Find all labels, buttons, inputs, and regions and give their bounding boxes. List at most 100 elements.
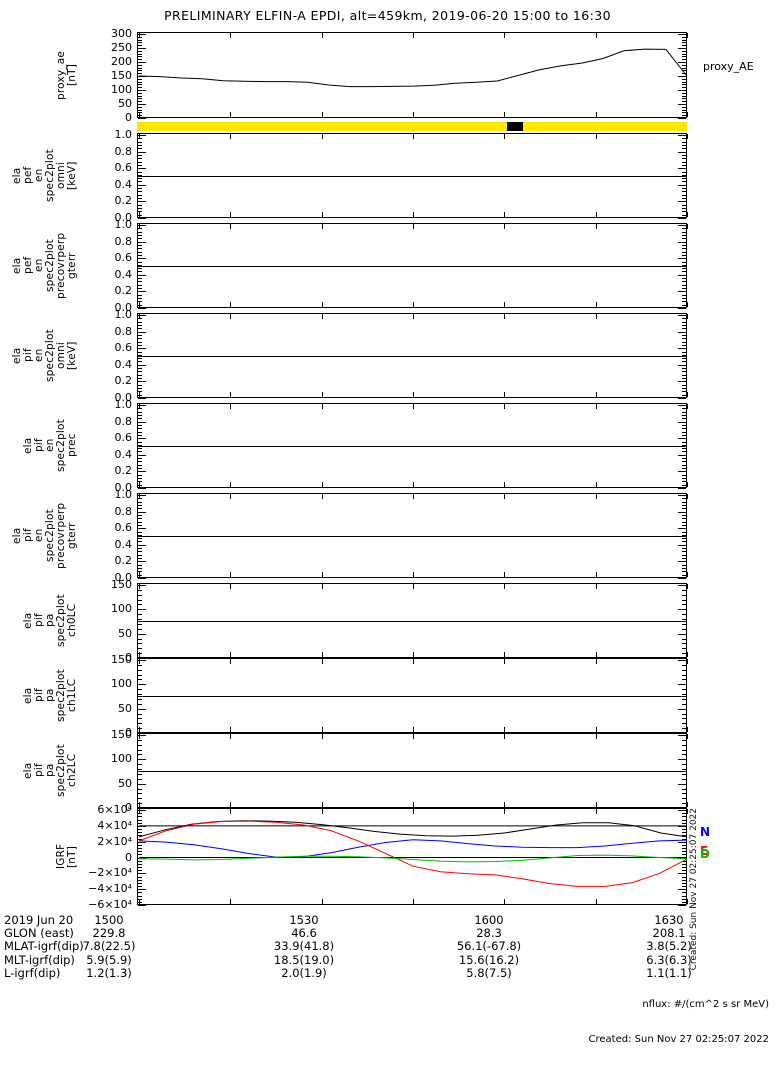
minor-tick xyxy=(138,826,142,827)
minor-tick xyxy=(682,535,686,536)
major-tick xyxy=(138,308,146,309)
x-tick xyxy=(322,134,323,139)
ytick-label: 1.0 xyxy=(114,218,133,231)
minor-tick xyxy=(682,391,686,392)
minor-tick xyxy=(138,395,142,396)
minor-tick xyxy=(682,670,686,671)
minor-tick xyxy=(682,451,686,452)
x-tick xyxy=(413,404,414,409)
minor-tick xyxy=(682,728,686,729)
minor-tick xyxy=(138,718,142,719)
x-tick xyxy=(230,659,231,664)
minor-tick xyxy=(682,368,686,369)
x-tick xyxy=(322,494,323,499)
minor-tick xyxy=(138,689,142,690)
minor-tick xyxy=(138,201,142,202)
ytick-label: 1.0 xyxy=(114,308,133,321)
minor-tick xyxy=(138,405,142,406)
xaxis-row: 2019 Jun 20 1500 1530 1600 1630 xyxy=(4,913,772,927)
ytick-label: 100 xyxy=(111,83,132,96)
minor-tick xyxy=(682,854,686,855)
minor-tick xyxy=(138,820,142,821)
minor-tick xyxy=(682,902,686,903)
minor-tick xyxy=(682,248,686,249)
major-tick xyxy=(138,810,146,811)
x-tick xyxy=(504,224,505,229)
minor-tick xyxy=(138,512,142,513)
minor-tick xyxy=(138,578,142,579)
x-tick xyxy=(596,482,597,487)
xaxis-row: MLAT-igrf(dip) 7.8(22.5) 33.9(41.8) 56.1(-6… xyxy=(4,940,772,953)
x-tick xyxy=(413,134,414,139)
ytick-labels-ela-pif-en-prec: 1.0 0.8 0.6 0.4 0.2 0.0 xyxy=(80,399,133,493)
minor-tick xyxy=(682,168,686,169)
minor-tick xyxy=(138,295,142,296)
minor-tick xyxy=(138,365,142,366)
x-tick xyxy=(413,802,414,807)
major-tick xyxy=(138,709,146,710)
minor-tick xyxy=(138,425,142,426)
minor-tick xyxy=(138,98,142,99)
x-tick xyxy=(322,802,323,807)
x-tick xyxy=(413,482,414,487)
x-tick xyxy=(230,212,231,217)
minor-tick xyxy=(682,65,686,66)
minor-tick xyxy=(682,185,686,186)
minor-tick xyxy=(682,228,686,229)
minor-tick xyxy=(138,40,142,41)
minor-tick xyxy=(682,275,686,276)
minor-tick xyxy=(682,699,686,700)
minor-tick xyxy=(682,355,686,356)
minor-tick xyxy=(138,84,142,85)
minor-tick xyxy=(682,839,686,840)
minor-tick xyxy=(138,398,142,399)
minor-tick xyxy=(682,813,686,814)
x-tick xyxy=(687,134,688,139)
minor-tick xyxy=(138,634,142,635)
xaxis-cell: 2.0(1.9) xyxy=(281,965,327,980)
minor-tick xyxy=(138,561,142,562)
minor-tick xyxy=(138,458,142,459)
minor-tick xyxy=(138,322,142,323)
minor-tick xyxy=(138,740,142,741)
x-tick xyxy=(596,134,597,139)
minor-tick xyxy=(138,352,142,353)
xaxis-cell: 5.9(5.9) xyxy=(86,952,132,967)
minor-tick xyxy=(682,835,686,836)
minor-tick xyxy=(682,242,686,243)
minor-tick xyxy=(138,619,142,620)
minor-tick xyxy=(682,93,686,94)
minor-tick xyxy=(138,318,142,319)
minor-tick xyxy=(138,191,142,192)
minor-tick xyxy=(138,600,142,601)
minor-tick xyxy=(682,45,686,46)
minor-tick xyxy=(138,371,142,372)
minor-tick xyxy=(138,665,142,666)
minor-tick xyxy=(682,886,686,887)
minor-tick xyxy=(682,735,686,736)
minor-tick xyxy=(138,37,142,38)
x-tick xyxy=(322,482,323,487)
minor-tick xyxy=(138,541,142,542)
minor-tick xyxy=(682,634,686,635)
minor-tick xyxy=(682,268,686,269)
ytick-label: 0.8 xyxy=(114,415,133,428)
series-total xyxy=(139,820,687,838)
minor-tick xyxy=(138,590,142,591)
major-tick xyxy=(138,118,146,119)
minor-tick xyxy=(138,298,142,299)
minor-tick xyxy=(682,338,686,339)
major-tick xyxy=(138,201,146,202)
minor-tick xyxy=(138,388,142,389)
minor-tick xyxy=(138,823,142,824)
ytick-label: 0 xyxy=(125,726,132,739)
x-tick xyxy=(230,224,231,229)
minor-tick xyxy=(138,415,142,416)
panel-proxy-ae xyxy=(137,32,688,119)
minor-tick xyxy=(138,877,142,878)
minor-tick xyxy=(682,56,686,57)
minor-tick xyxy=(682,675,686,676)
minor-tick xyxy=(682,488,686,489)
minor-tick xyxy=(138,355,142,356)
x-tick xyxy=(139,224,140,229)
